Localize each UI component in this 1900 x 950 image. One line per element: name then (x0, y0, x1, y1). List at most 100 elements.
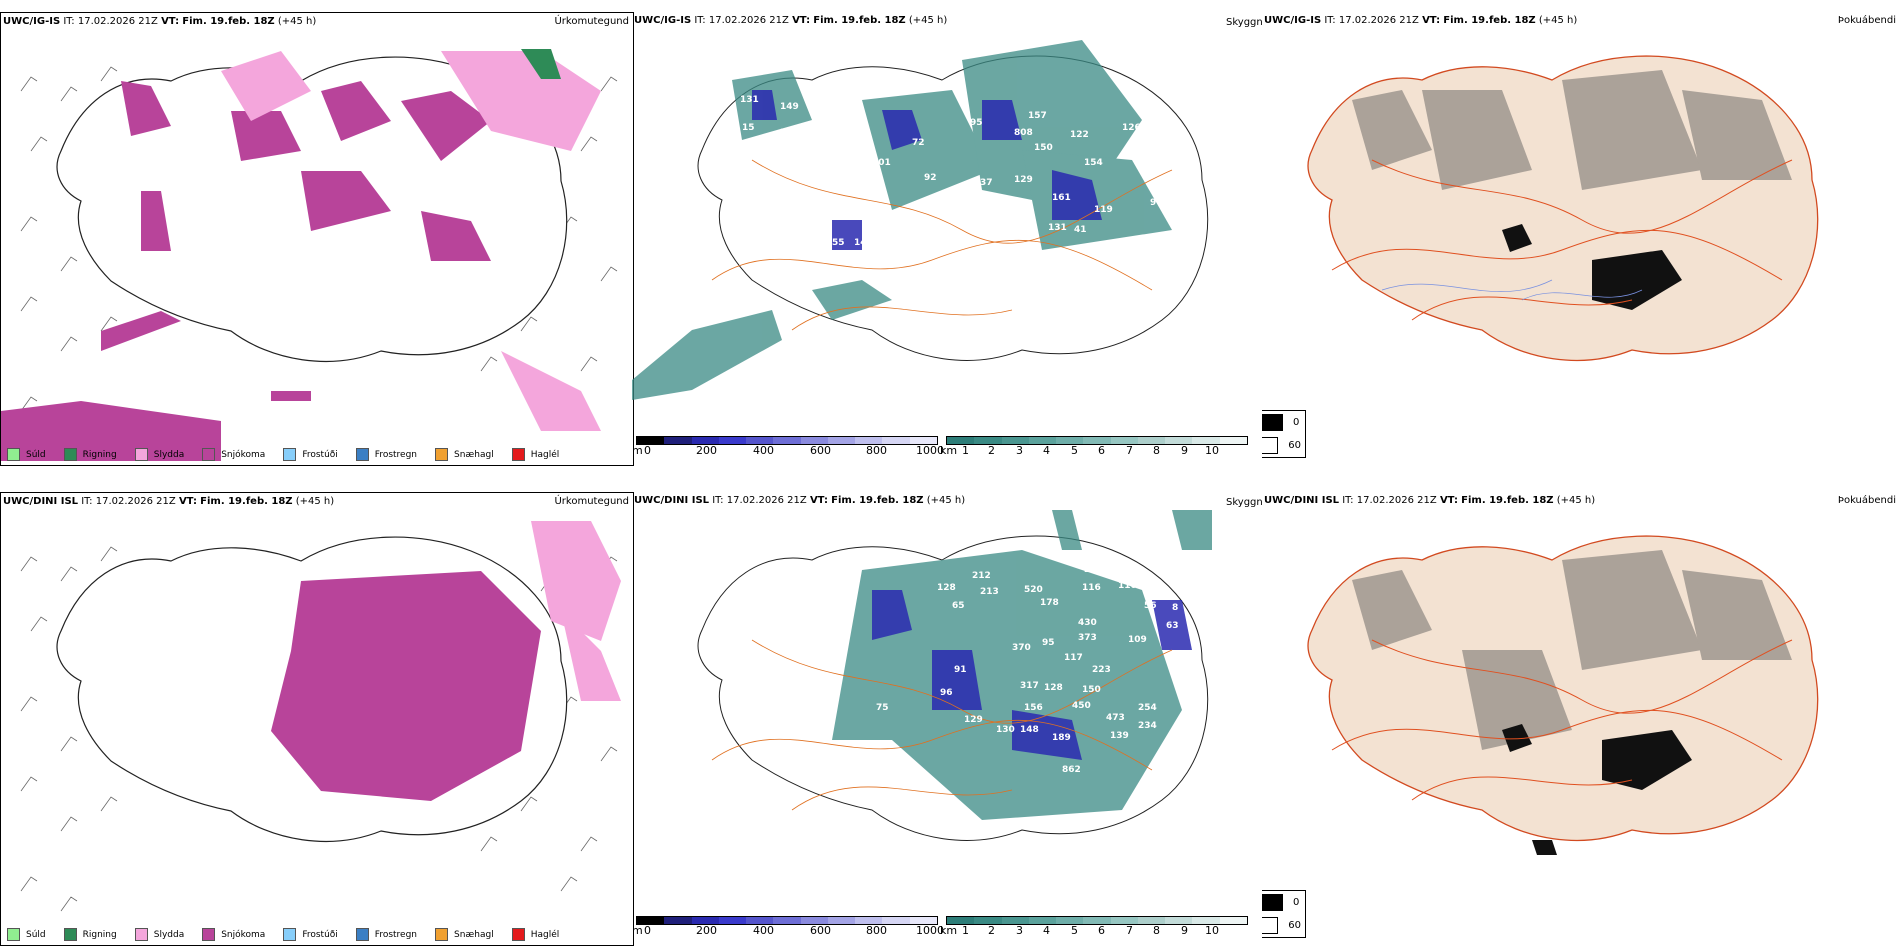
legend-item: Snjókoma (202, 928, 265, 941)
svg-text:116: 116 (1082, 583, 1101, 593)
svg-text:129: 129 (964, 715, 983, 725)
svg-text:110: 110 (1118, 581, 1137, 591)
vis-map-top: 946 691 131 149 308 162 72 95 808 122 12… (632, 40, 1209, 400)
precip-map-bottom (20, 521, 621, 912)
svg-text:164: 164 (952, 191, 971, 201)
svg-text:91: 91 (954, 665, 967, 675)
svg-text:200: 200 (1084, 565, 1103, 575)
svg-text:65: 65 (952, 601, 965, 611)
fog-header-top: UWC/IG-IS IT: 17.02.2026 21Z VT: Fim. 19… (1264, 15, 1578, 26)
legend-item: Frostúði (283, 448, 338, 461)
svg-text:156: 156 (1024, 703, 1043, 713)
legend-item: Haglél (511, 928, 559, 941)
legend-item: Snjókoma (202, 448, 265, 461)
vis-ticks-top: km 1 2 3 4 5 6 7 8 9 10 (940, 444, 1219, 457)
svg-text:103: 103 (950, 205, 969, 215)
svg-text:129: 129 (1014, 175, 1033, 185)
fog-legend-item: 0 (1262, 411, 1305, 434)
svg-text:520: 520 (1024, 585, 1043, 595)
svg-text:117: 117 (1064, 653, 1083, 663)
svg-text:178: 178 (1040, 598, 1059, 608)
svg-text:966: 966 (1150, 198, 1169, 208)
svg-text:15: 15 (742, 123, 755, 133)
legend-item: Rigning (63, 928, 117, 941)
svg-text:75: 75 (876, 703, 889, 713)
precip-map-top (1, 49, 618, 461)
svg-text:637: 637 (992, 233, 1011, 243)
legend-item: Slydda (134, 448, 184, 461)
svg-text:162: 162 (804, 131, 823, 141)
fog-legend-item: 0 (1262, 891, 1305, 914)
svg-text:473: 473 (1106, 713, 1125, 723)
svg-text:95: 95 (970, 118, 983, 128)
svg-text:183: 183 (974, 251, 993, 261)
svg-text:234: 234 (1084, 301, 1103, 311)
svg-text:150: 150 (1034, 143, 1053, 153)
legend-item: Slydda (134, 928, 184, 941)
svg-text:201: 201 (762, 245, 781, 255)
svg-text:101: 101 (872, 158, 891, 168)
svg-text:265: 265 (992, 269, 1011, 279)
svg-text:122: 122 (1070, 130, 1089, 140)
svg-text:131: 131 (740, 95, 759, 105)
vis-colorbar-bottom (946, 916, 1248, 925)
svg-text:92: 92 (924, 173, 937, 183)
svg-text:63: 63 (1166, 621, 1179, 631)
precip-legend-bottom: Súld Rigning Slydda Snjókoma Frostúði Fr… (7, 928, 559, 941)
svg-text:41: 41 (1074, 225, 1087, 235)
svg-text:154: 154 (1084, 158, 1103, 168)
svg-text:149: 149 (780, 102, 799, 112)
svg-text:370: 370 (1012, 643, 1031, 653)
vis-panel-bottom: UWC/DINI ISL IT: 17.02.2026 21Z VT: Fim.… (632, 492, 1262, 944)
svg-text:99: 99 (1060, 275, 1073, 285)
fog-legend-bottom: 0 60 (1262, 890, 1306, 938)
svg-text:360: 360 (1102, 255, 1121, 265)
precip-panel-bottom: UWC/DINI ISL IT: 17.02.2026 21Z VT: Fim.… (0, 492, 634, 946)
svg-text:95: 95 (1042, 638, 1055, 648)
svg-text:254: 254 (1138, 703, 1157, 713)
fog-map-top (1307, 55, 1819, 361)
precip-legend-top: Súld Rigning Slydda Snjókoma Frostúði Fr… (7, 448, 559, 461)
svg-text:131: 131 (1048, 223, 1067, 233)
svg-text:308: 308 (780, 128, 799, 138)
svg-text:148: 148 (1020, 725, 1039, 735)
ceiling-colorbar-top (636, 436, 938, 445)
svg-text:223: 223 (1092, 665, 1111, 675)
svg-text:119: 119 (1094, 205, 1113, 215)
fog-panel-top: UWC/IG-IS IT: 17.02.2026 21Z VT: Fim. 19… (1262, 12, 1900, 464)
svg-text:55: 55 (832, 238, 845, 248)
fog-map-bottom (1307, 535, 1819, 855)
vis-header-bottom: UWC/DINI ISL IT: 17.02.2026 21Z VT: Fim.… (634, 495, 966, 506)
precip-header-bottom: UWC/DINI ISL IT: 17.02.2026 21Z VT: Fim.… (3, 496, 335, 507)
vis-colorbar-top (946, 436, 1248, 445)
ceiling-ticks-bottom: m 0 200 400 600 800 1000 (632, 924, 944, 937)
svg-text:8: 8 (1172, 603, 1178, 613)
precip-panel-top: UWC/IG-IS IT: 17.02.2026 21Z VT: Fim. 19… (0, 12, 634, 466)
svg-text:161: 161 (1052, 193, 1071, 203)
svg-text:189: 189 (1052, 733, 1071, 743)
svg-text:130: 130 (996, 725, 1015, 735)
svg-text:96: 96 (810, 195, 823, 205)
svg-text:67: 67 (900, 253, 913, 263)
fog-title-top: Þokuábendi (1837, 15, 1896, 26)
svg-text:150: 150 (1082, 685, 1101, 695)
svg-text:213: 213 (980, 587, 999, 597)
vis-header-top: UWC/IG-IS IT: 17.02.2026 21Z VT: Fim. 19… (634, 15, 948, 26)
svg-text:95: 95 (1116, 278, 1129, 288)
svg-text:317: 317 (1020, 681, 1039, 691)
vis-title-bottom: Skyggni (1226, 497, 1262, 508)
svg-text:109: 109 (1128, 635, 1147, 645)
legend-item: Haglél (511, 448, 559, 461)
legend-item: Frostúði (283, 928, 338, 941)
ceiling-colorbar-bottom (636, 916, 938, 925)
vis-ticks-bottom: km 1 2 3 4 5 6 7 8 9 10 (940, 924, 1219, 937)
vis-title-top: Skyggni (1226, 17, 1262, 28)
svg-text:37: 37 (980, 178, 993, 188)
fog-legend-item: 60 (1262, 914, 1305, 937)
svg-text:862: 862 (1062, 765, 1081, 775)
svg-text:691: 691 (1130, 67, 1149, 77)
svg-text:430: 430 (1078, 618, 1097, 628)
precip-header-top: UWC/IG-IS IT: 17.02.2026 21Z VT: Fim. 19… (3, 16, 317, 27)
svg-text:139: 139 (1110, 731, 1129, 741)
fog-legend-top: 0 60 (1262, 410, 1306, 458)
